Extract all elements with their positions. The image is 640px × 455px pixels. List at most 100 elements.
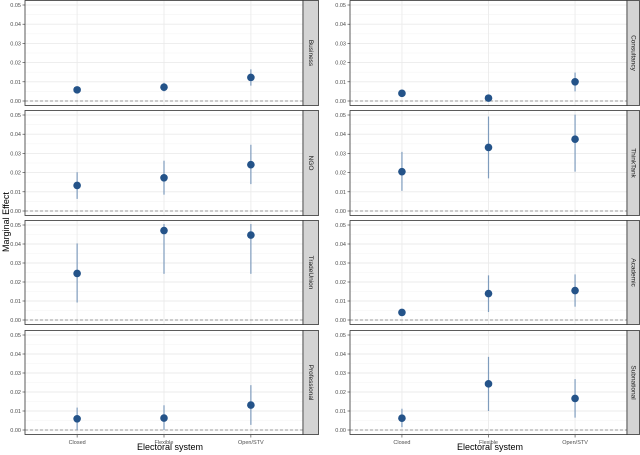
y-tick-label: 0.03 [10, 371, 21, 377]
y-tick-label: 0.02 [335, 171, 346, 177]
data-point [484, 380, 493, 388]
data-point [398, 308, 406, 317]
facet-strip-label: Consultancy [630, 35, 637, 72]
facet-strip-label: NGO [307, 156, 314, 171]
panel-ngo: 0.00 0.01 0.02 0.03 0.04 0.05 NGO [10, 110, 319, 216]
data-point [247, 401, 255, 409]
y-tick-label: 0.04 [335, 352, 346, 358]
x-tick-label: Closed [69, 440, 86, 446]
y-tick-label: 0.00 [335, 428, 346, 434]
y-tick-label: 0.05 [10, 3, 21, 9]
facet-strip-label: TradeUnion [307, 256, 314, 290]
data-point [484, 289, 493, 298]
y-tick-label: 0.05 [10, 333, 21, 339]
y-tick-label: 0.05 [10, 113, 21, 119]
y-tick-label: 0.00 [335, 318, 346, 324]
y-tick-label: 0.05 [10, 223, 21, 229]
data-point [571, 394, 579, 403]
facet-strip-label: Subnational [630, 365, 637, 400]
data-point [398, 89, 406, 98]
facet-strip-label: Business [307, 40, 314, 67]
data-point [73, 414, 81, 423]
y-tick-label: 0.01 [335, 409, 346, 415]
data-point [160, 83, 168, 91]
data-point [398, 167, 406, 176]
y-tick-label: 0.02 [335, 280, 346, 286]
y-tick-label: 0.04 [335, 22, 346, 28]
y-tick-label: 0.05 [335, 333, 346, 339]
y-tick-label: 0.04 [335, 132, 346, 138]
data-point [160, 173, 168, 182]
panel-tradeunion: 0.00 0.01 0.02 0.03 0.04 0.05 TradeUnion [10, 220, 319, 325]
y-tick-label: 0.01 [335, 80, 346, 86]
panel-business: 0.00 0.01 0.02 0.03 0.04 0.05 Business [10, 0, 319, 106]
panel-professional: 0.00 0.01 0.02 0.03 0.04 0.05 Professional Clos… [10, 330, 319, 446]
facet-strip-label: ThinkTank [630, 148, 637, 178]
y-tick-label: 0.01 [10, 409, 21, 415]
panel-academic: 0.00 0.01 0.02 0.03 0.04 0.05 Academic [335, 220, 640, 325]
panels: 0.00 0.01 0.02 0.03 0.04 0.05 Business 0.00 0.01… [10, 0, 640, 446]
data-point [398, 414, 406, 423]
y-tick-label: 0.00 [10, 318, 21, 324]
y-tick-label: 0.00 [10, 209, 21, 215]
y-tick-label: 0.04 [10, 22, 21, 28]
facet-strip [302, 220, 319, 325]
data-point [571, 78, 579, 86]
panel-subnational: 0.00 0.01 0.02 0.03 0.04 0.05 Subnational Close… [335, 330, 640, 446]
y-tick-label: 0.02 [10, 61, 21, 67]
facet-strip [302, 0, 319, 106]
y-tick-label: 0.03 [10, 41, 21, 47]
x-axis-title: Electoral system [137, 442, 203, 452]
y-tick-label: 0.03 [335, 41, 346, 47]
panel-thinktank: 0.00 0.01 0.02 0.03 0.04 0.05 ThinkTank [335, 110, 640, 216]
y-tick-label: 0.02 [335, 61, 346, 67]
facet-strip [302, 330, 319, 435]
data-point [484, 94, 493, 102]
y-tick-label: 0.01 [335, 190, 346, 196]
data-point [73, 86, 81, 94]
y-tick-label: 0.05 [335, 3, 346, 9]
y-tick-label: 0.01 [10, 80, 21, 86]
y-tick-label: 0.04 [10, 242, 21, 248]
data-point [73, 181, 81, 190]
panel-consultancy: 0.00 0.01 0.02 0.03 0.04 0.05 Consultancy [335, 0, 640, 106]
y-tick-label: 0.05 [335, 223, 346, 229]
y-tick-label: 0.03 [10, 151, 21, 157]
y-tick-label: 0.00 [335, 209, 346, 215]
y-tick-label: 0.01 [335, 299, 346, 305]
y-tick-label: 0.02 [335, 390, 346, 396]
data-point [160, 226, 168, 235]
y-tick-label: 0.04 [10, 132, 21, 138]
x-tick-label: Flexible [479, 440, 498, 446]
y-tick-label: 0.03 [335, 371, 346, 377]
data-point [484, 143, 493, 152]
y-tick-label: 0.03 [10, 261, 21, 267]
data-point [160, 414, 168, 422]
y-tick-label: 0.03 [335, 261, 346, 267]
facet-strip-label: Professional [307, 365, 314, 401]
x-tick-label: Open/STV [238, 440, 264, 446]
facet-strip [302, 110, 319, 216]
y-axis-title: Marginal Effect [1, 192, 11, 252]
x-tick-label: Open/STV [562, 440, 588, 446]
data-point [571, 286, 579, 295]
data-point [571, 135, 579, 143]
y-tick-label: 0.03 [335, 151, 346, 157]
facet-strip-label: Academic [630, 258, 637, 287]
data-point [73, 269, 81, 278]
y-tick-label: 0.02 [10, 390, 21, 396]
data-point [247, 73, 255, 82]
y-tick-label: 0.04 [10, 352, 21, 358]
y-tick-label: 0.01 [10, 299, 21, 305]
y-tick-label: 0.02 [10, 280, 21, 286]
data-point [247, 160, 255, 169]
x-tick-label: Closed [393, 440, 410, 446]
y-tick-label: 0.02 [10, 171, 21, 177]
y-tick-label: 0.04 [335, 242, 346, 248]
y-tick-label: 0.01 [10, 190, 21, 196]
y-tick-label: 0.05 [335, 113, 346, 119]
x-axis-title-right: Electoral system [457, 442, 523, 452]
y-tick-label: 0.00 [10, 99, 21, 105]
y-tick-label: 0.00 [335, 99, 346, 105]
x-tick-label: Flexible [155, 440, 174, 446]
